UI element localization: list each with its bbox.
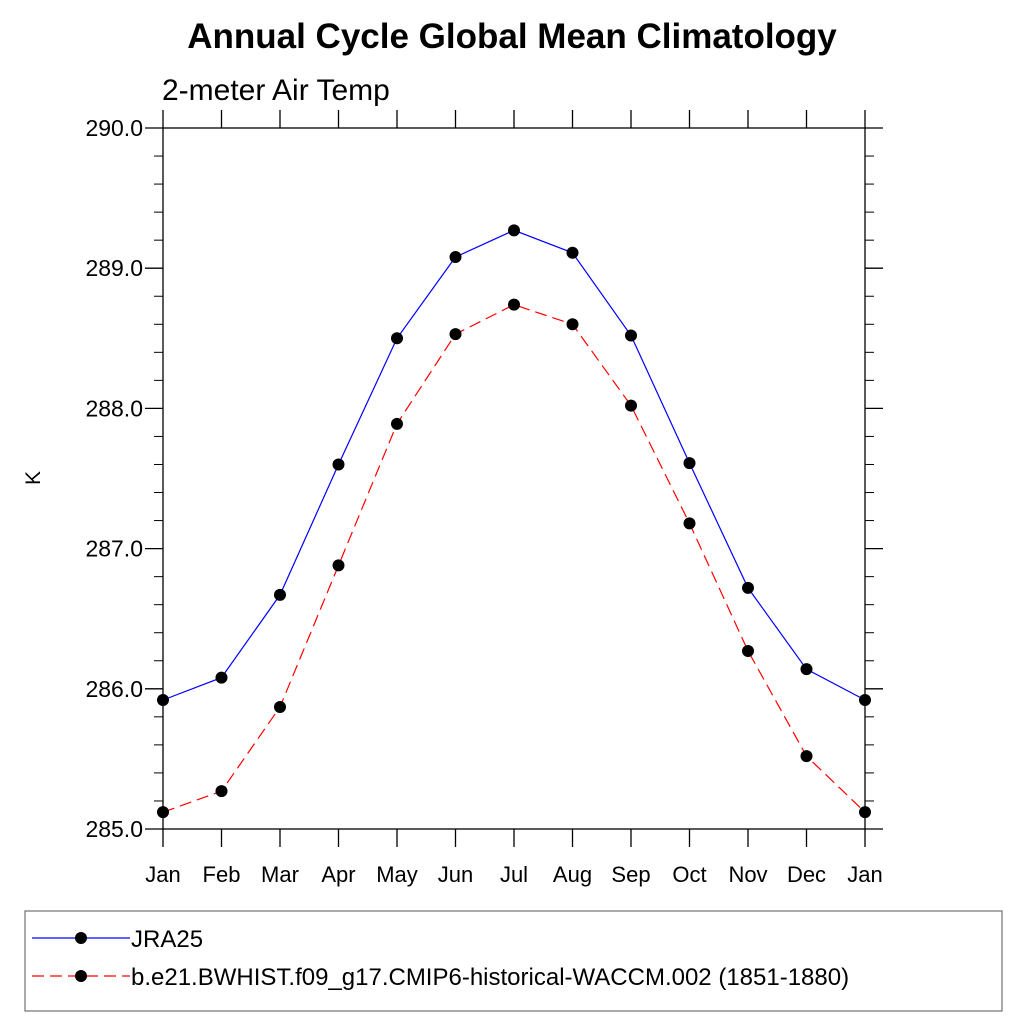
data-point — [800, 750, 813, 763]
x-tick-label: Aug — [553, 862, 592, 887]
data-point — [508, 224, 520, 237]
data-point — [391, 332, 403, 345]
data-point — [742, 644, 754, 657]
data-point — [625, 399, 637, 412]
series-line — [162, 304, 866, 813]
data-point — [449, 250, 462, 263]
data-point — [859, 694, 871, 707]
y-tick-label: 287.0 — [85, 536, 143, 562]
data-point — [332, 458, 345, 471]
data-point — [157, 806, 169, 819]
x-tick-label: Sep — [611, 862, 650, 887]
data-point — [508, 298, 520, 311]
data-point — [683, 457, 696, 470]
y-tick-label: 290.0 — [85, 115, 143, 141]
data-point — [391, 417, 403, 430]
y-tick-label: 289.0 — [85, 255, 143, 281]
y-tick-label: 286.0 — [85, 676, 143, 702]
legend-marker — [75, 932, 87, 944]
legend-label: JRA25 — [131, 926, 203, 953]
x-tick-label: Feb — [203, 862, 241, 887]
x-tick-label: Jan — [847, 862, 882, 887]
axis-ticks — [145, 110, 883, 847]
data-point — [274, 588, 286, 601]
data-point — [274, 701, 286, 714]
data-point — [859, 806, 871, 819]
legend: JRA25 b.e21.BWHIST.f09_g17.CMIP6-historic… — [32, 926, 849, 991]
data-point — [742, 581, 754, 594]
x-tick-labels: Jan Feb Mar Apr May Jun Jul Aug Sep Oct Nov Dec Jan — [145, 862, 882, 887]
data-point — [566, 246, 579, 259]
legend-box — [24, 910, 1003, 1012]
x-tick-label: Oct — [672, 862, 706, 887]
x-tick-label: Apr — [321, 862, 355, 887]
legend-marker — [75, 970, 87, 982]
y-tick-label: 285.0 — [85, 816, 143, 842]
x-tick-label: Mar — [261, 862, 299, 887]
data-point — [800, 663, 813, 676]
data-point — [215, 671, 228, 684]
data-point — [215, 785, 228, 798]
series-1 — [157, 224, 871, 707]
x-tick-label: Jan — [145, 862, 180, 887]
data-point — [332, 559, 345, 572]
data-point — [449, 328, 462, 341]
x-tick-label: Jun — [438, 862, 473, 887]
series-2 — [157, 298, 871, 819]
data-point — [625, 329, 637, 342]
series-layer — [157, 224, 871, 819]
x-tick-label: Nov — [728, 862, 767, 887]
y-tick-labels: 285.0 286.0 287.0 288.0 289.0 290.0 — [85, 115, 143, 842]
y-axis-label: K — [22, 471, 45, 485]
data-point — [683, 517, 696, 530]
y-tick-label: 288.0 — [85, 395, 143, 421]
data-point — [157, 694, 169, 707]
legend-label: b.e21.BWHIST.f09_g17.CMIP6-historical-WA… — [131, 964, 849, 991]
chart-subtitle: 2-meter Air Temp — [162, 74, 390, 107]
data-point — [566, 318, 579, 331]
chart-title: Annual Cycle Global Mean Climatology — [187, 17, 837, 56]
x-tick-label: Jul — [500, 862, 528, 887]
x-tick-label: May — [376, 862, 418, 887]
x-tick-label: Dec — [787, 862, 826, 887]
